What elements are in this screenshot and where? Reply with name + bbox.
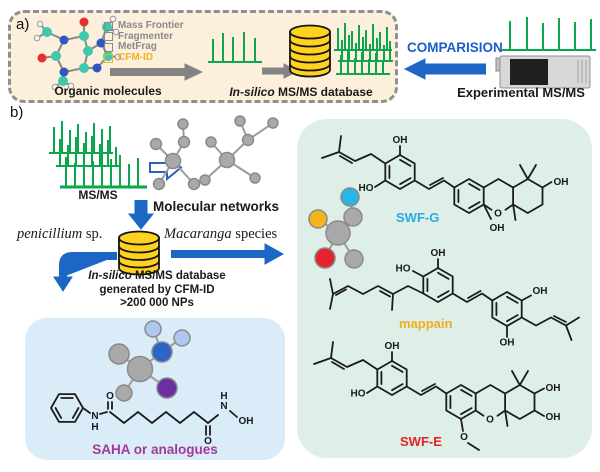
compound-label-swfg: SWF-G	[396, 210, 440, 225]
hollow-arrow-icon	[149, 153, 183, 182]
db-caption: In-silico MS/MS database generated by CF…	[77, 270, 237, 311]
checkbox-icon	[104, 53, 113, 63]
checkbox-icon	[104, 21, 113, 31]
insilico-db-label: In-silico MS/MS database	[229, 85, 373, 99]
msms-spectra	[49, 121, 147, 189]
software-item: MetFrag	[104, 42, 214, 53]
compound-label-mappain: mappain	[399, 316, 453, 331]
db-caption-line2: generated by CFM-ID	[99, 283, 215, 296]
arrow-down-icon	[127, 200, 155, 230]
software-item-cfmid: CFM-ID	[104, 53, 214, 64]
panel-b-label: b)	[10, 104, 24, 121]
compound-label-swfe: SWF-E	[400, 434, 442, 449]
checkbox-icon	[104, 32, 113, 42]
software-item: Fragmenter	[104, 31, 214, 43]
database-icon	[118, 230, 160, 276]
arrow-right-icon	[171, 243, 285, 265]
software-item: Mass Frontier	[104, 21, 214, 32]
mass-spectrometer-icon	[495, 55, 591, 89]
db-caption-line1: In-silico MS/MS database	[88, 270, 226, 282]
experimental-spectrum	[502, 17, 596, 51]
checkbox-icon	[104, 42, 113, 52]
compounds-highlight-box	[297, 119, 592, 458]
molecular-networks-label: Molecular networks	[153, 199, 280, 214]
db-caption-line3: >200 000 NPs	[120, 297, 194, 309]
experimental-msms-label: Experimental MS/MS	[457, 85, 585, 100]
panel-a-label: a)	[16, 16, 30, 33]
comparison-arrow-icon	[403, 58, 486, 80]
molecular-network-cluster	[149, 115, 279, 191]
organic-molecules-label: Organic molecules	[54, 84, 162, 98]
software-list: Mass Frontier Fragmenter MetFrag CFM-ID	[104, 21, 214, 63]
macaranga-label: Macaranga species	[164, 226, 278, 242]
msms-label: MS/MS	[78, 188, 118, 202]
comparison-label: COMPARISION	[407, 40, 503, 55]
saha-label: SAHA or analogues	[92, 442, 218, 457]
penicillium-label: penicillium sp.	[17, 226, 103, 242]
saha-highlight-box	[25, 318, 285, 460]
